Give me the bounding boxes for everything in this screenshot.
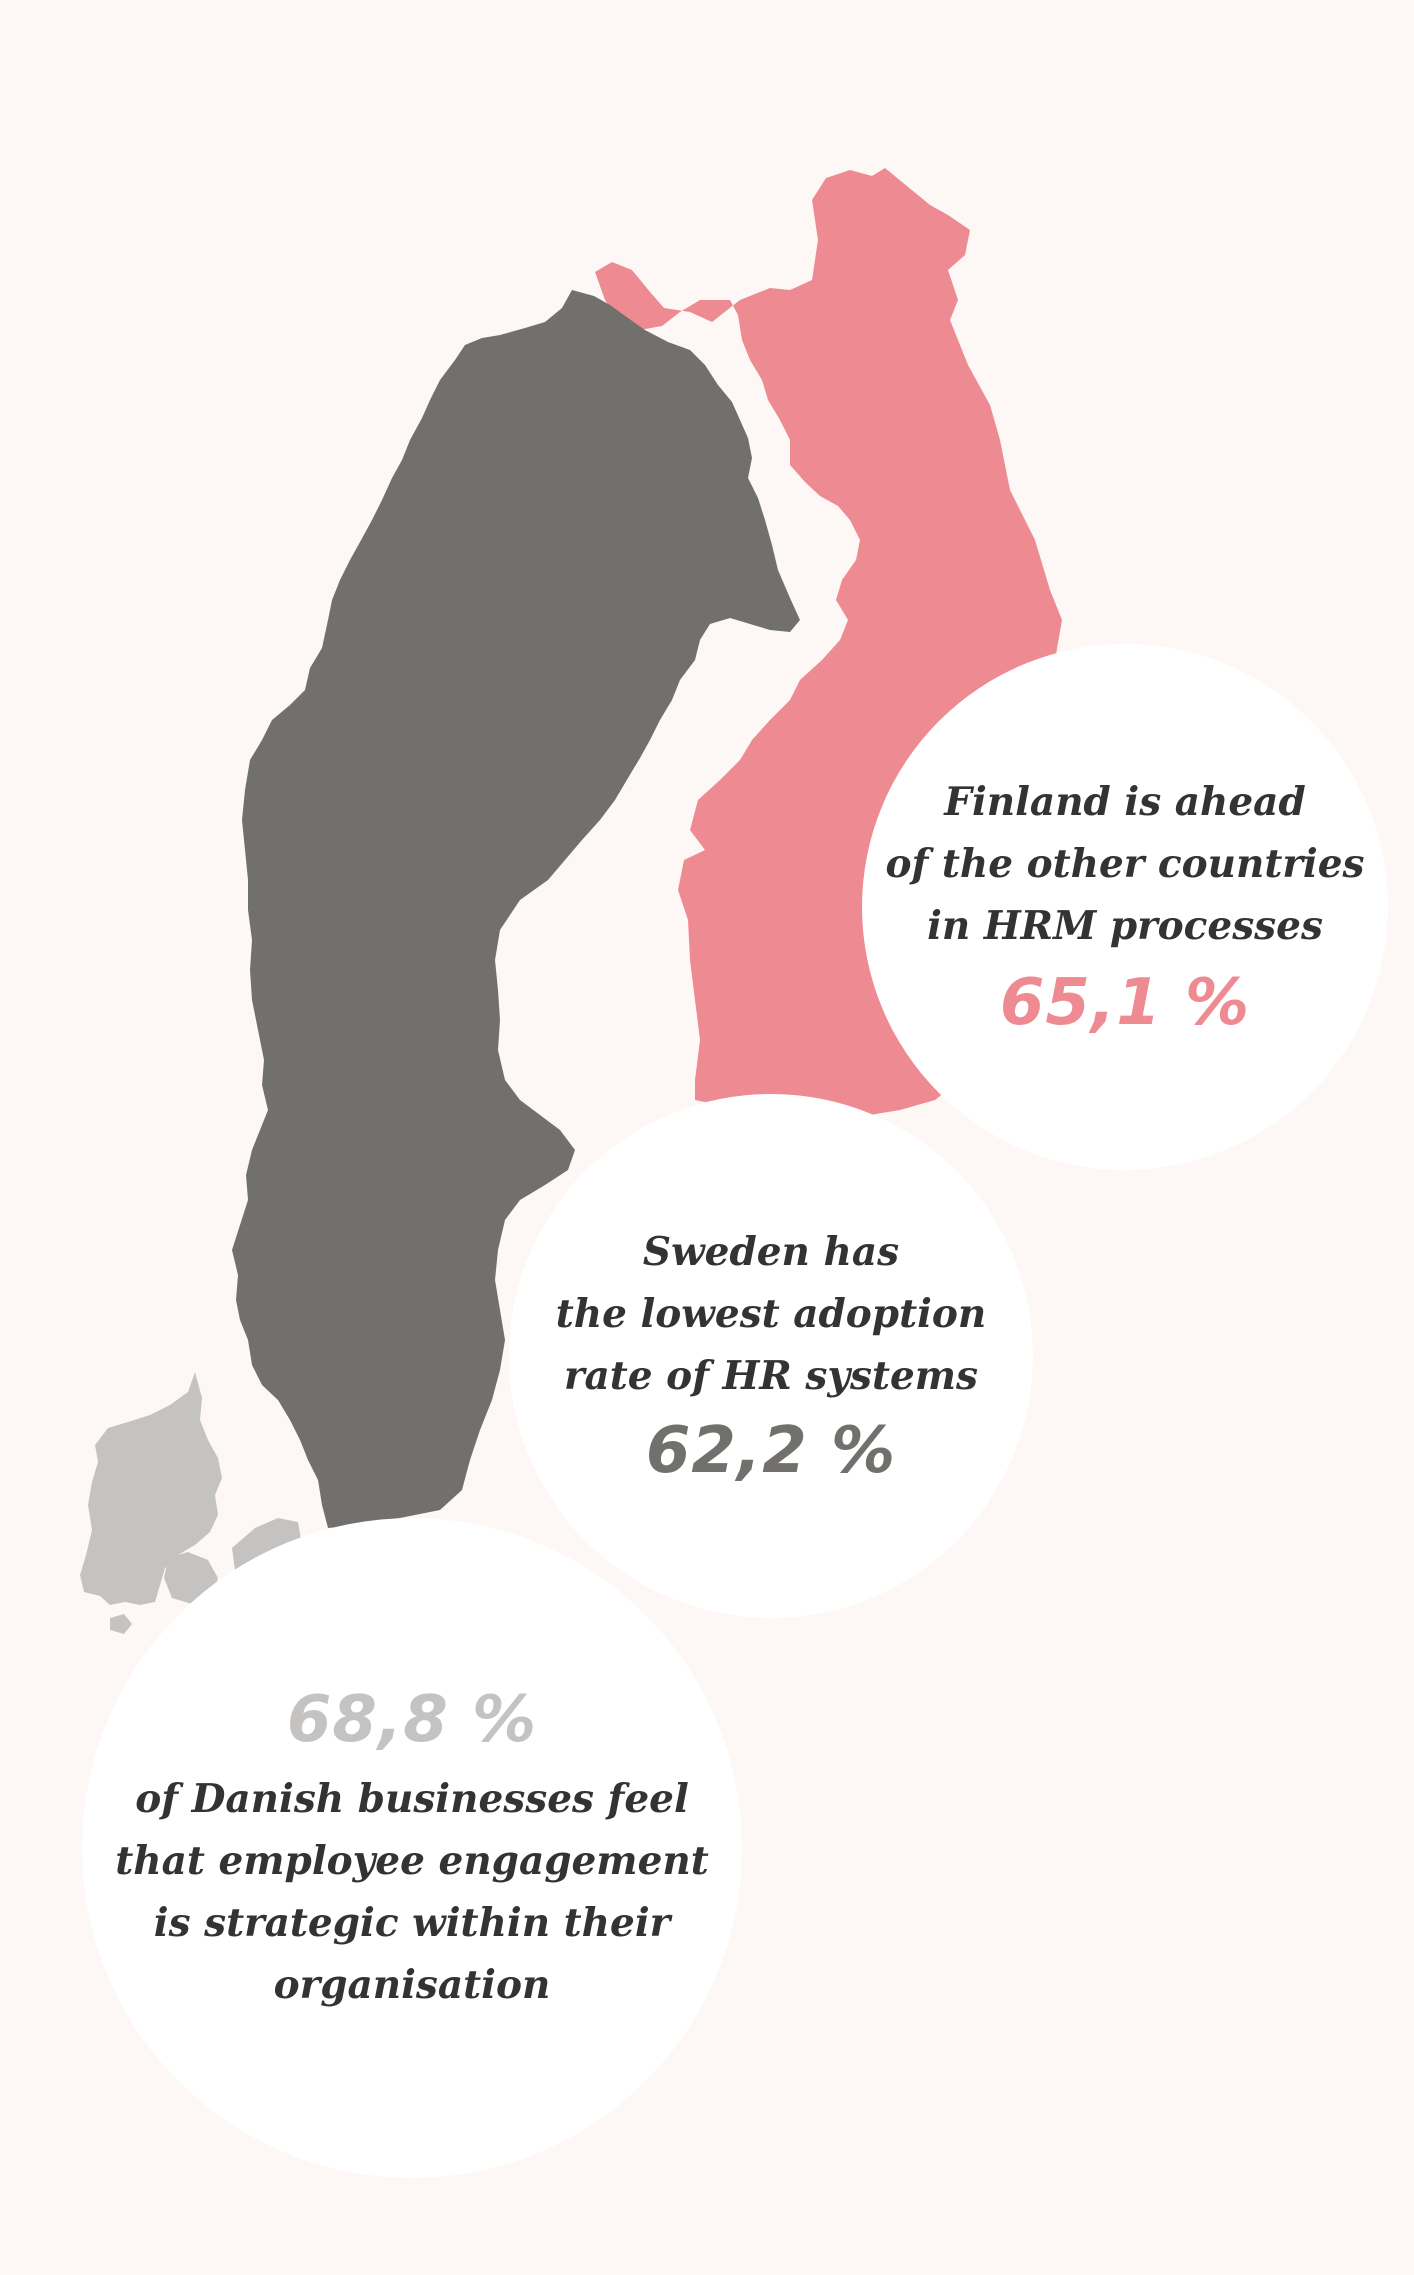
denmark-jutland-region xyxy=(80,1372,222,1605)
sweden-region xyxy=(232,290,800,1528)
finland-statement: Finland is ahead of the other countries … xyxy=(885,771,1364,957)
sweden-line-1: Sweden has xyxy=(642,1229,900,1275)
denmark-line-3: is strategic within their xyxy=(153,1900,671,1946)
sweden-stat: 62,2 % xyxy=(645,1414,897,1488)
sweden-bubble: Sweden has the lowest adoption rate of H… xyxy=(509,1094,1033,1618)
finland-line-2: of the other countries xyxy=(885,841,1365,887)
denmark-stat: 68,8 % xyxy=(286,1683,538,1757)
sweden-line-3: rate of HR systems xyxy=(563,1353,979,1399)
finland-stat: 65,1 % xyxy=(999,966,1251,1040)
denmark-line-2: that employee engagement xyxy=(115,1838,709,1884)
denmark-statement: of Danish businesses feel that employee … xyxy=(115,1768,709,2016)
finland-line-1: Finland is ahead xyxy=(944,779,1306,825)
finland-line-3: in HRM processes xyxy=(927,903,1323,949)
denmark-line-1: of Danish businesses feel xyxy=(135,1776,689,1822)
denmark-line-4: organisation xyxy=(273,1962,551,2008)
finland-bubble: Finland is ahead of the other countries … xyxy=(862,644,1388,1170)
denmark-bubble: 68,8 % of Danish businesses feel that em… xyxy=(82,1518,742,2178)
sweden-statement: Sweden has the lowest adoption rate of H… xyxy=(556,1221,987,1407)
sweden-line-2: the lowest adoption xyxy=(555,1291,987,1337)
